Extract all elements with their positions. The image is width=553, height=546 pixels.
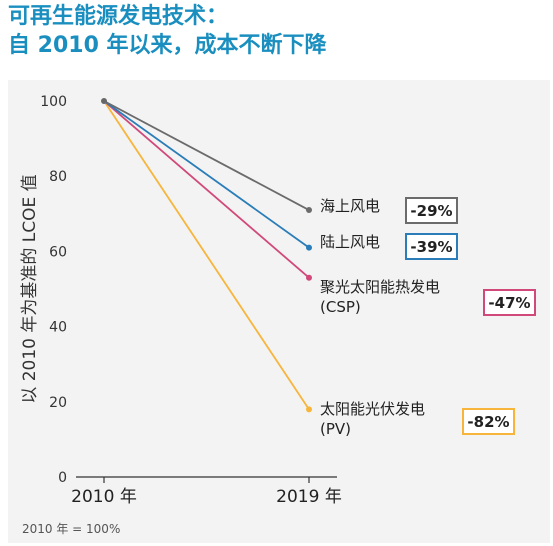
x-tick-label: 2010 年: [71, 487, 137, 507]
series-label: 陆上风电: [320, 233, 380, 251]
change-value: -29%: [410, 202, 452, 220]
y-tick-label: 60: [49, 244, 67, 260]
x-tick-label: 2019 年: [276, 487, 342, 507]
end-point: [306, 207, 312, 214]
change-badge: [405, 233, 458, 260]
series-label: (PV): [320, 420, 351, 438]
y-tick-label: 20: [49, 395, 67, 411]
title-line-2: 自 2010 年以来，成本不断下降: [8, 33, 327, 58]
change-badge: [483, 289, 536, 316]
y-tick-label: 80: [49, 169, 67, 185]
chart-title: 可再生能源发电技术： 自 2010 年以来，成本不断下降: [8, 2, 548, 60]
chart-panel: [8, 80, 550, 543]
change-badge: [405, 197, 458, 224]
start-point: [101, 98, 107, 104]
series-line: [103, 100, 310, 249]
footnote: 2010 年 = 100%: [22, 522, 121, 536]
change-value: -39%: [410, 238, 452, 256]
change-value: -82%: [467, 413, 509, 431]
series-label: 海上风电: [320, 197, 380, 215]
series-line: [103, 100, 310, 410]
change-badge: [462, 408, 515, 435]
end-point: [306, 406, 312, 413]
series-line: [103, 100, 310, 279]
change-value: -47%: [488, 294, 530, 312]
y-axis-label: 以 2010 年为基准的 LCOE 值: [20, 174, 40, 403]
end-point: [306, 274, 312, 281]
title-line-1: 可再生能源发电技术：: [8, 4, 229, 29]
series-label: (CSP): [320, 298, 361, 316]
series-label: 聚光太阳能热发电: [320, 278, 440, 296]
series-label: 太阳能光伏发电: [320, 400, 425, 418]
y-tick-label: 40: [49, 320, 67, 336]
y-tick-label: 0: [58, 470, 67, 486]
y-tick-label: 100: [40, 94, 67, 110]
end-point: [306, 244, 312, 251]
series-line: [103, 100, 310, 211]
